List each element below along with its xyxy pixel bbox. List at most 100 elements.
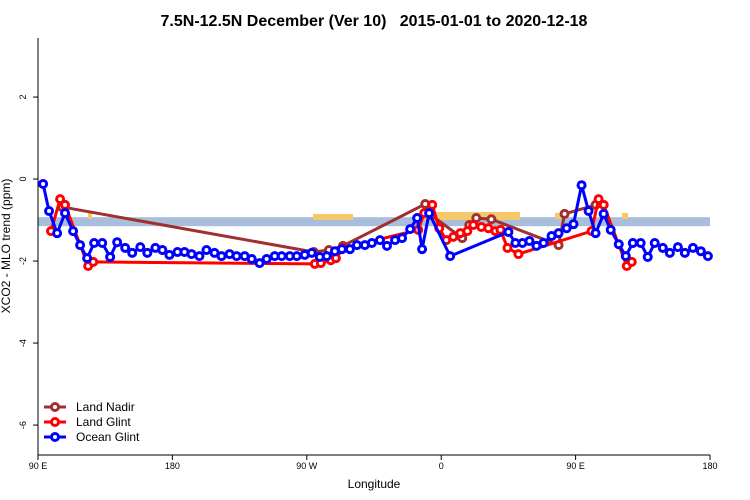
x-tick-label: 90 E <box>566 461 585 471</box>
data-point <box>538 238 549 249</box>
data-point <box>657 242 668 253</box>
data-point <box>374 235 385 246</box>
data-point <box>186 249 197 260</box>
data-point <box>427 199 438 210</box>
series-line <box>49 195 633 269</box>
data-point <box>254 258 265 269</box>
data-point <box>366 238 377 249</box>
chart-title: 7.5N-12.5N December (Ver 10) 2015-01-01 … <box>161 13 588 30</box>
data-point <box>412 213 423 224</box>
data-point <box>194 251 205 262</box>
data-point <box>75 240 86 251</box>
data-point <box>593 194 604 205</box>
data-point <box>568 219 579 230</box>
data-point <box>613 239 624 250</box>
data-point <box>291 251 302 262</box>
x-tick-label: 90 E <box>29 461 48 471</box>
data-point <box>702 251 713 262</box>
data-point <box>142 247 153 258</box>
data-point <box>112 237 123 248</box>
legend-label: Land Nadir <box>76 400 135 414</box>
data-point <box>626 256 637 267</box>
data-point <box>417 244 428 255</box>
data-point <box>445 251 456 262</box>
data-point <box>55 194 66 205</box>
data-point <box>127 247 138 258</box>
data-point <box>89 238 100 249</box>
x-tick-label: 180 <box>165 461 180 471</box>
y-axis-label: XCO2 - MLO trend (ppm) <box>0 179 13 314</box>
data-point <box>60 199 71 210</box>
data-point <box>590 228 601 239</box>
data-point <box>201 244 212 255</box>
x-tick-label: 0 <box>439 461 444 471</box>
y-tick-label: -4 <box>18 339 28 347</box>
data-point <box>105 251 116 262</box>
legend-marker <box>50 432 60 442</box>
y-tick-label: -2 <box>18 257 28 265</box>
data-point <box>231 251 242 262</box>
data-point <box>120 242 131 253</box>
data-point <box>424 208 435 219</box>
data-point <box>216 251 227 262</box>
data-point <box>60 208 71 219</box>
data-point <box>135 242 146 253</box>
x-axis-label: Longitude <box>348 477 401 491</box>
legend-label: Ocean Glint <box>76 430 140 444</box>
data-point <box>261 254 272 265</box>
x-tick-label: 90 W <box>296 461 318 471</box>
data-point <box>321 251 332 262</box>
y-tick-label: -6 <box>18 421 28 429</box>
land-patches <box>88 212 628 220</box>
data-point <box>97 238 108 249</box>
data-point <box>448 231 459 242</box>
data-point <box>561 223 572 234</box>
data-point <box>672 242 683 253</box>
data-point <box>462 226 473 237</box>
data-point <box>687 242 698 253</box>
data-point <box>635 238 646 249</box>
data-point <box>397 233 408 244</box>
data-point <box>576 180 587 191</box>
data-point <box>598 208 609 219</box>
data-point <box>695 246 706 257</box>
data-point <box>642 251 653 262</box>
data-point <box>306 247 317 258</box>
data-point <box>664 247 675 258</box>
data-point <box>605 224 616 235</box>
x-tick-label: 180 <box>702 461 717 471</box>
data-point <box>679 247 690 258</box>
data-point <box>503 226 514 237</box>
data-point <box>553 228 564 239</box>
data-point <box>405 224 416 235</box>
data-point <box>524 235 535 246</box>
data-point <box>344 244 355 255</box>
y-tick-label: 2 <box>18 95 28 100</box>
data-point <box>38 178 49 189</box>
reference-band <box>38 217 710 227</box>
data-point <box>351 240 362 251</box>
data-point <box>276 251 287 262</box>
data-point <box>559 208 570 219</box>
data-point <box>649 238 660 249</box>
legend-label: Land Glint <box>76 415 131 429</box>
data-point <box>82 253 93 264</box>
data-point <box>52 228 63 239</box>
data-point <box>583 206 594 217</box>
data-point <box>513 249 524 260</box>
data-point <box>164 249 175 260</box>
data-point <box>627 238 638 249</box>
data-point <box>44 206 55 217</box>
data-point <box>598 199 609 210</box>
legend-marker <box>50 402 60 412</box>
data-point <box>486 214 497 225</box>
data-point <box>68 226 79 237</box>
legend-marker <box>50 417 60 427</box>
data-point <box>381 240 392 251</box>
data-point <box>157 244 168 255</box>
y-tick-label: 0 <box>18 177 28 182</box>
data-point <box>495 224 506 235</box>
data-point <box>468 219 479 230</box>
data-point <box>246 254 257 265</box>
